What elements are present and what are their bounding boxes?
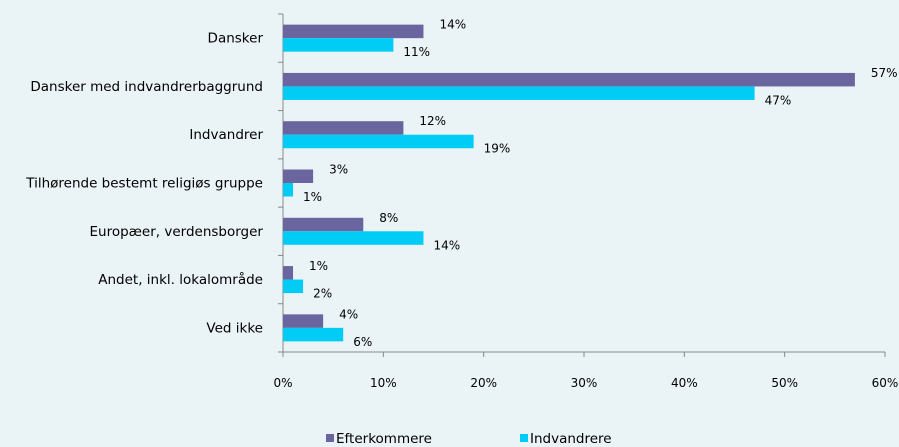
data-label: 14% — [439, 18, 466, 32]
data-label: 19% — [484, 142, 511, 156]
legend: Efterkommere Indvandrere — [326, 431, 612, 447]
category-label: Dansker — [208, 31, 264, 47]
data-label: 47% — [765, 93, 792, 107]
bar-efterkommere — [283, 169, 314, 183]
category-label: Europæer, verdensborger — [89, 224, 263, 240]
legend-label: Indvandrere — [530, 431, 612, 447]
category-label: Andet, inkl. lokalområde — [98, 271, 263, 288]
bar-indvandrere — [283, 231, 424, 245]
value-tick-label: 20% — [470, 376, 497, 390]
bar-indvandrere — [283, 279, 304, 294]
data-label: 1% — [309, 259, 328, 273]
category-label: Indvandrer — [189, 127, 263, 143]
data-label: 14% — [433, 238, 460, 252]
bars — [283, 24, 855, 342]
data-label: 4% — [339, 307, 358, 321]
data-label: 2% — [313, 287, 332, 301]
data-label: 1% — [303, 190, 322, 204]
legend-label: Efterkommere — [336, 431, 432, 447]
data-label: 3% — [329, 163, 348, 177]
value-axis: 0% 10% 20% 30% 40% 50% 60% — [273, 351, 899, 390]
category-label: Dansker med indvandrerbaggrund — [30, 79, 263, 95]
bar-indvandrere — [283, 327, 344, 342]
value-tick-label: 40% — [671, 376, 698, 390]
value-tick-label: 60% — [872, 376, 899, 390]
bar-efterkommere — [283, 24, 424, 39]
bar-indvandrere — [283, 86, 755, 100]
data-labels: 14% 57% 12% 3% 8% 1% 4% 11% 47% 19% 1% 14% 2% 6% — [303, 18, 898, 349]
data-label: 6% — [353, 335, 372, 349]
legend-swatch — [520, 434, 528, 442]
value-tick-label: 10% — [370, 376, 397, 390]
bar-indvandrere — [283, 183, 294, 197]
data-label: 12% — [419, 114, 446, 128]
bar-efterkommere — [283, 121, 404, 135]
value-tick-label: 30% — [571, 376, 598, 390]
bar-efterkommere — [283, 72, 855, 87]
bar-efterkommere — [283, 217, 364, 232]
value-tick-label: 50% — [771, 376, 798, 390]
data-label: 8% — [379, 211, 398, 225]
category-axis: Dansker Dansker med indvandrerbaggrund Ind… — [25, 13, 284, 353]
data-label: 57% — [871, 66, 898, 80]
value-tick-label: 0% — [273, 376, 292, 390]
bar-efterkommere — [283, 266, 294, 280]
category-label: Ved ikke — [206, 320, 263, 336]
bar-efterkommere — [283, 314, 324, 328]
bar-indvandrere — [283, 134, 474, 149]
bar-indvandrere — [283, 38, 394, 52]
category-label: Tilhørende bestemt religiøs gruppe — [25, 176, 263, 192]
legend-swatch — [326, 434, 334, 442]
data-label: 11% — [403, 45, 430, 59]
